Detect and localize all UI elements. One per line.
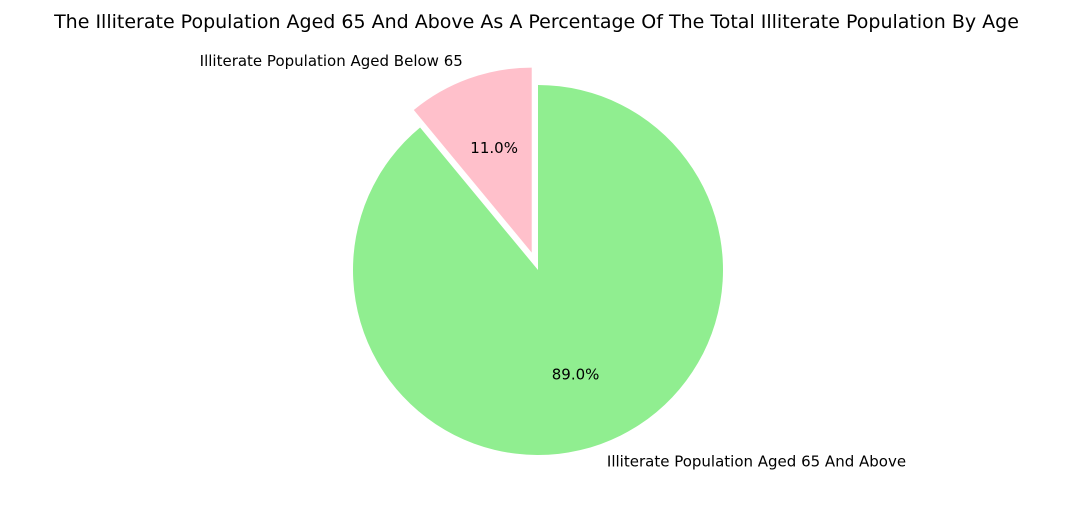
pie-pct-label-illiterate-population-aged-below-65: 11.0%: [470, 139, 518, 157]
pie-pct-label-illiterate-population-aged-65-and-above: 89.0%: [552, 365, 600, 383]
pie-labels: 11.0% Illiterate Population Aged Below 65…: [200, 52, 906, 470]
pie-slice-illiterate-population-aged-below-65: [413, 67, 532, 253]
pie-slice-illiterate-population-aged-65-and-above: [353, 85, 723, 456]
pie-slices: [353, 67, 723, 456]
pie-category-label-illiterate-population-aged-65-and-above: Illiterate Population Aged 65 And Above: [607, 452, 906, 470]
pie-category-label-illiterate-population-aged-below-65: Illiterate Population Aged Below 65: [200, 52, 463, 70]
chart-title: The Illiterate Population Aged 65 And Ab…: [54, 11, 1019, 33]
